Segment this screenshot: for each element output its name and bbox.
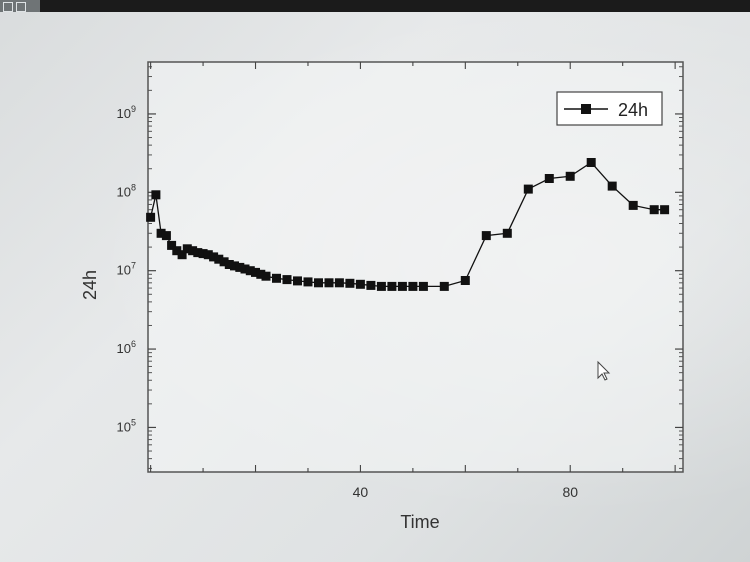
data-point (230, 261, 239, 271)
data-point (523, 184, 533, 194)
y-tick-exponent: 6 (131, 339, 136, 349)
data-point (235, 262, 245, 272)
data-point (314, 278, 323, 288)
data-point (397, 281, 407, 291)
y-tick-exponent: 5 (131, 417, 136, 427)
series-markers-group (146, 158, 670, 291)
data-point (439, 281, 449, 291)
data-point (151, 190, 161, 200)
data-point (355, 279, 365, 289)
data-point (214, 254, 224, 264)
data-point (293, 276, 302, 286)
x-tick-label: 80 (562, 484, 578, 500)
y-tick-label: 108 (117, 182, 136, 199)
data-point (460, 276, 470, 285)
data-point (182, 244, 192, 254)
y-tick-label: 105 (117, 417, 136, 434)
data-point (193, 248, 203, 258)
data-point (156, 228, 166, 238)
data-point (324, 278, 334, 288)
y-tick-label: 106 (117, 339, 136, 356)
data-point (303, 277, 313, 287)
data-point (586, 158, 596, 167)
y-tick-exponent: 8 (131, 182, 136, 192)
y-tick-exponent: 9 (131, 104, 136, 114)
y-tick-label: 109 (117, 104, 136, 121)
data-point (628, 200, 638, 210)
data-point (481, 231, 491, 241)
data-point (251, 267, 260, 277)
data-point (366, 280, 376, 290)
data-point (345, 278, 355, 288)
data-point (544, 174, 554, 183)
data-point (418, 281, 428, 291)
data-point (161, 231, 171, 241)
data-point (660, 205, 670, 215)
x-tick-label: 40 (353, 484, 369, 500)
data-point (188, 246, 198, 256)
data-point (649, 205, 659, 215)
data-point (177, 250, 187, 260)
legend-marker (581, 104, 591, 114)
y-tick-label: 107 (117, 261, 136, 278)
data-point (224, 260, 234, 269)
window-icon (3, 2, 13, 12)
data-point (219, 257, 229, 267)
window-controls[interactable] (0, 0, 40, 12)
data-point (240, 264, 250, 274)
data-point (502, 228, 512, 238)
data-point (387, 281, 397, 291)
data-point (607, 181, 617, 191)
data-point (272, 273, 281, 283)
data-point (209, 252, 219, 262)
data-point (282, 275, 292, 285)
data-point (565, 171, 575, 181)
mouse-cursor-icon (597, 360, 611, 381)
x-axis-ticks: 40 80 (150, 62, 676, 500)
data-point (146, 212, 156, 222)
data-point (334, 278, 344, 288)
monitor-top-bezel (0, 0, 750, 12)
window-icon-secondary (16, 2, 26, 12)
data-point (198, 249, 208, 259)
y-axis-label: 24h (80, 270, 100, 300)
y-tick-exponent: 7 (131, 261, 136, 271)
data-point (408, 281, 418, 291)
data-point (203, 250, 213, 260)
data-point (245, 266, 255, 276)
data-point (172, 246, 182, 256)
data-point (256, 269, 266, 279)
data-point (261, 271, 271, 281)
data-point (376, 281, 386, 291)
legend-label: 24h (618, 100, 648, 120)
data-point (167, 240, 177, 250)
legend: 24h (556, 91, 663, 126)
x-axis-label: Time (400, 512, 439, 532)
